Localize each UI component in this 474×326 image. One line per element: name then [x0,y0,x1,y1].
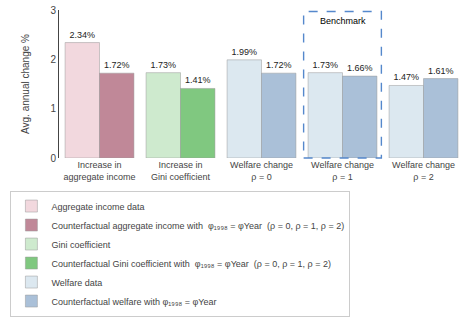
svg-text:1.99%: 1.99% [232,47,258,57]
svg-text:Welfare data: Welfare data [51,278,102,288]
svg-text:Counterfactual aggregate incom: Counterfactual aggregate income with φ₁₉… [51,221,344,231]
svg-text:1.72%: 1.72% [266,60,292,70]
svg-text:2.34%: 2.34% [70,30,96,40]
svg-text:1.73%: 1.73% [151,60,177,70]
svg-text:1.41%: 1.41% [185,75,211,85]
svg-text:Increase inGini coefficient: Increase inGini coefficient [151,160,210,182]
svg-text:3: 3 [50,5,56,16]
svg-text:Counterfactual Gini coefficien: Counterfactual Gini coefficient with φ₁₉… [51,259,331,269]
svg-text:Benchmark: Benchmark [320,16,366,26]
svg-text:Counterfactual welfare with φ₁: Counterfactual welfare with φ₁₉₉₈ = φYea… [51,297,216,307]
svg-text:1.72%: 1.72% [104,60,130,70]
svg-text:1: 1 [50,103,56,114]
svg-text:Welfare changeρ = 0: Welfare changeρ = 0 [230,160,293,182]
svg-text:1.66%: 1.66% [347,63,373,73]
svg-text:1.47%: 1.47% [394,72,420,82]
svg-text:0: 0 [50,153,56,164]
svg-text:Avg. annual change %: Avg. annual change % [20,34,31,134]
svg-text:Welfare changeρ = 1: Welfare changeρ = 1 [311,160,374,182]
svg-text:Welfare changeρ = 2: Welfare changeρ = 2 [392,160,455,182]
svg-text:Aggregate income data: Aggregate income data [51,202,144,212]
svg-text:1.73%: 1.73% [313,60,339,70]
svg-text:2: 2 [50,54,56,65]
svg-text:Increase inaggregate income: Increase inaggregate income [63,160,135,182]
svg-text:Gini coefficient: Gini coefficient [51,240,110,250]
svg-text:1.61%: 1.61% [428,66,454,76]
